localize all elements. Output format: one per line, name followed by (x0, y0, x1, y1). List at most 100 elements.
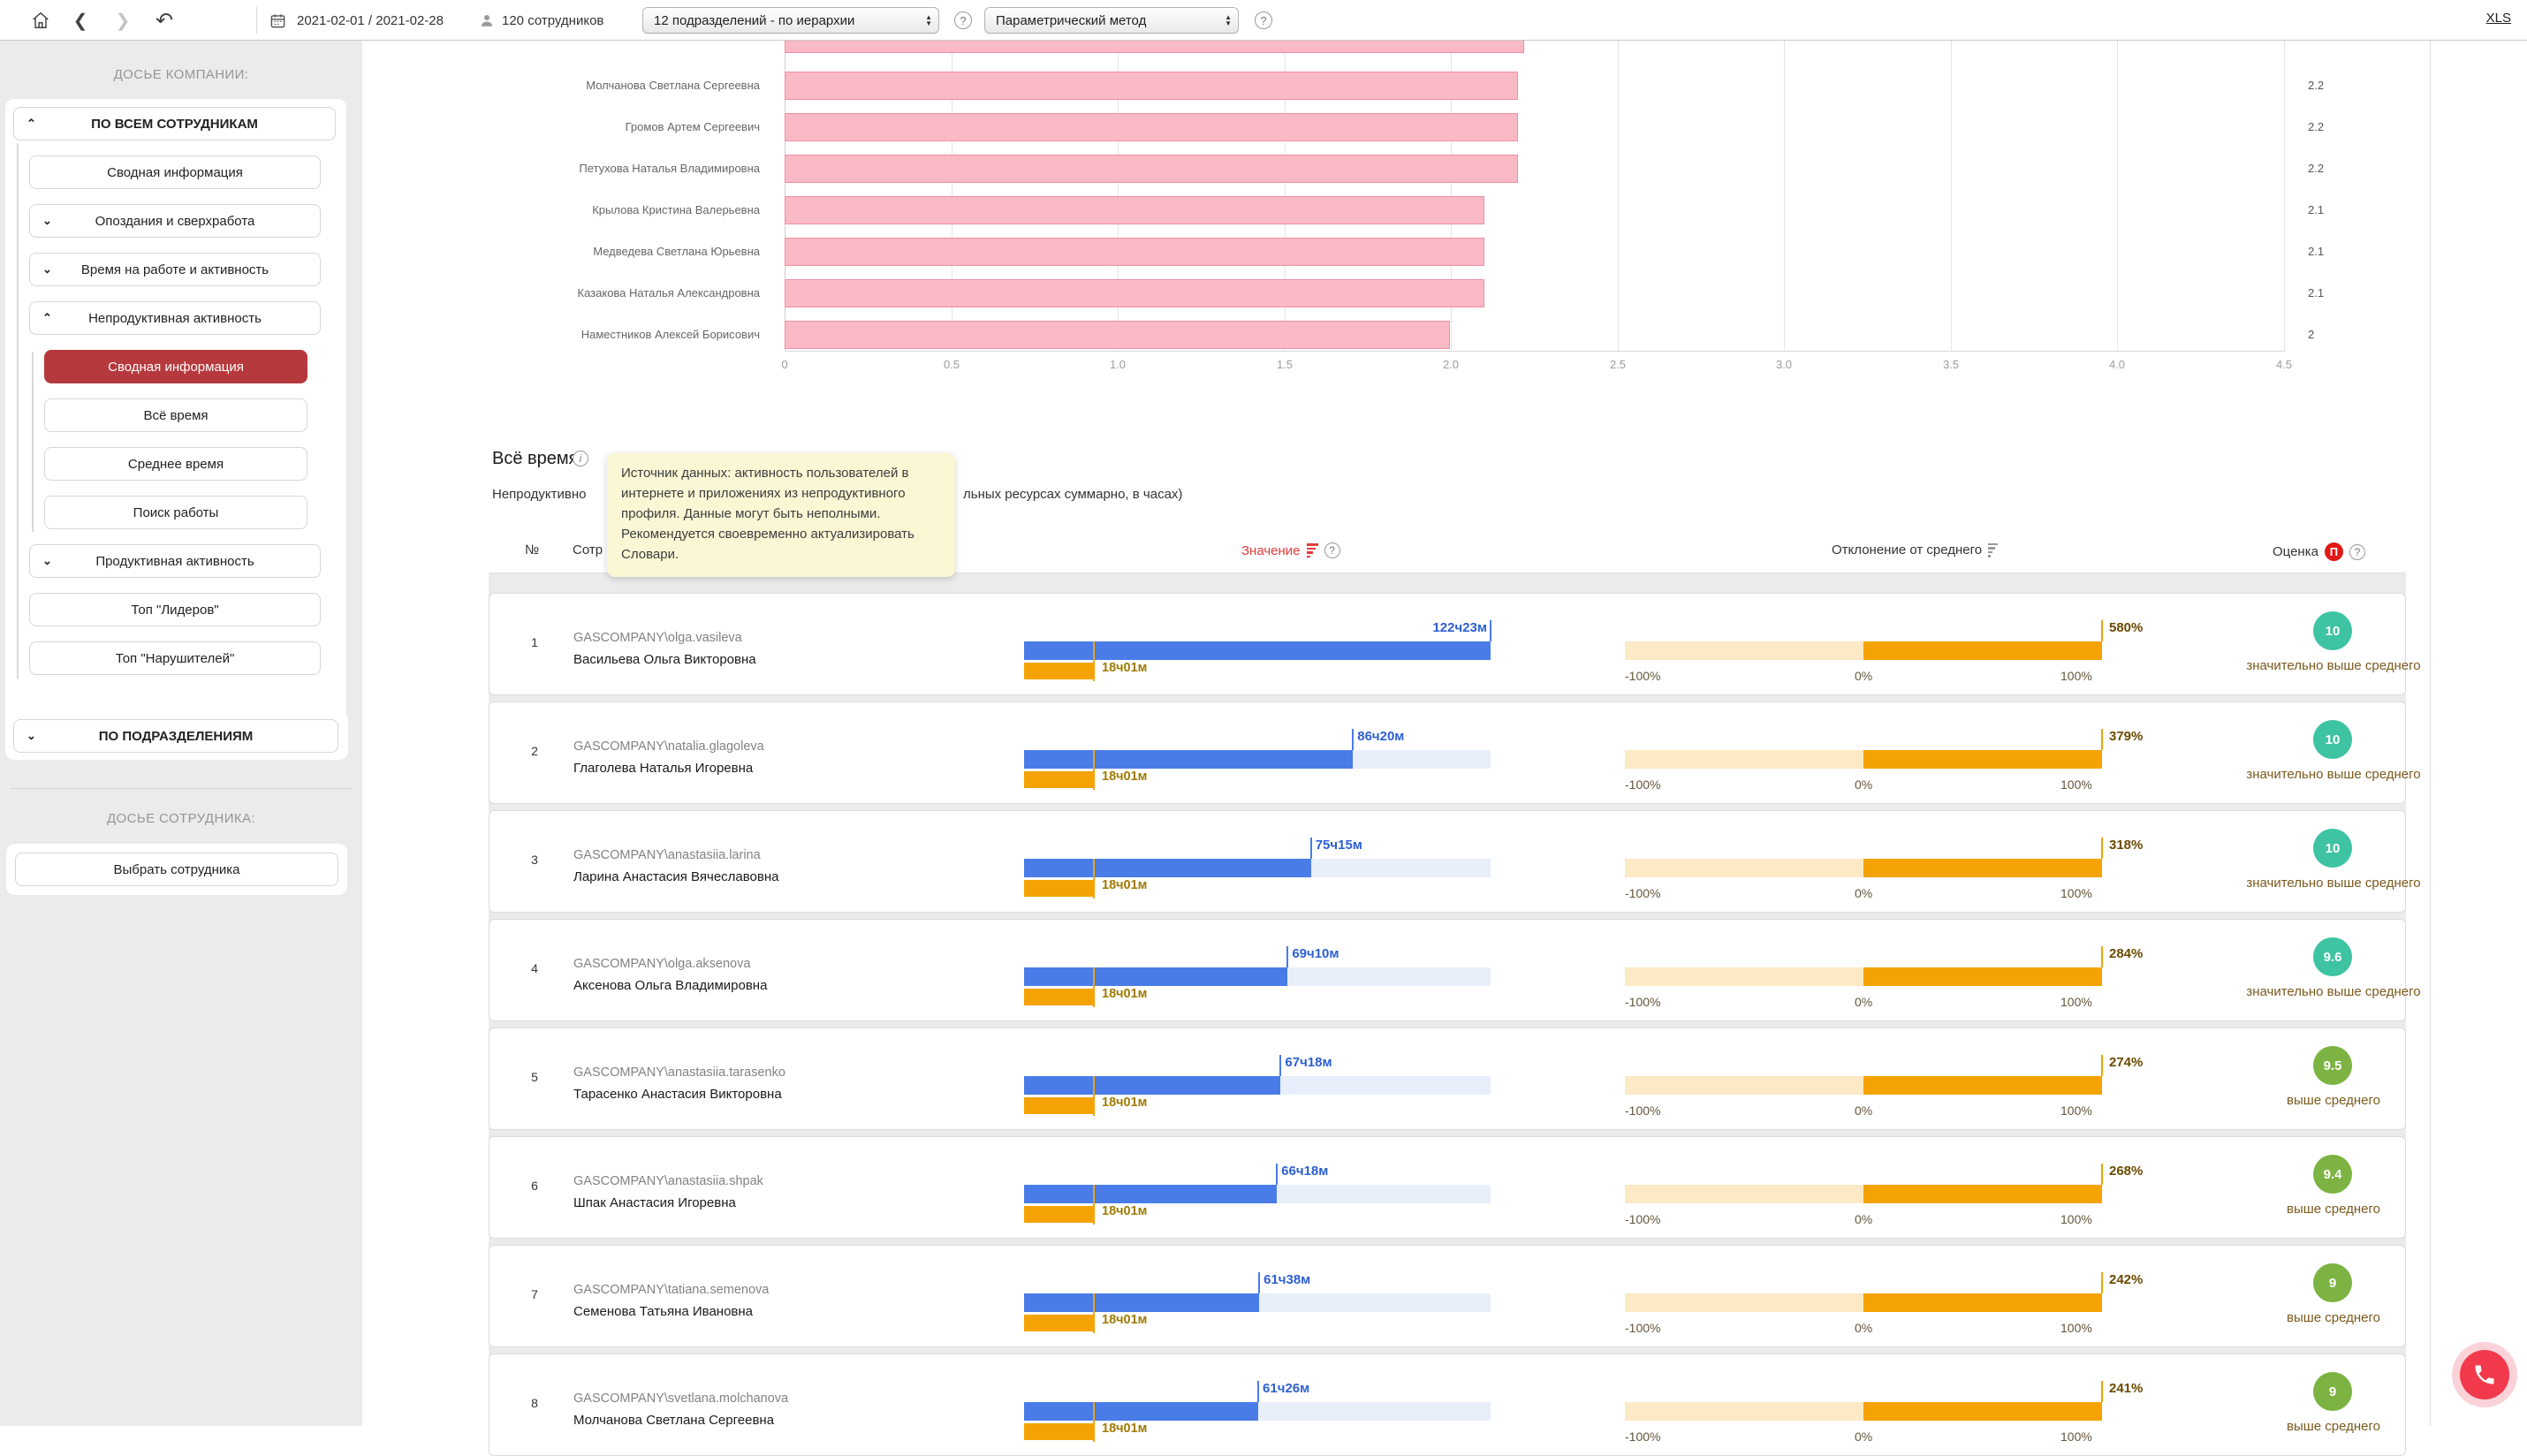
person-icon (475, 0, 498, 41)
score-circle: 10 (2313, 829, 2352, 868)
sidebar-item-unproductive-activity[interactable]: ⌃ Непродуктивная активность (29, 301, 321, 335)
select-employee-button[interactable]: Выбрать сотрудника (15, 853, 338, 886)
xls-export-link[interactable]: XLS (2485, 11, 2511, 26)
score-label: значительно выше среднего (2246, 658, 2421, 673)
average-label: 18ч01м (1102, 1096, 1148, 1110)
sidebar-item-top-leaders[interactable]: Топ "Лидеров" (29, 593, 321, 626)
chart-category-label: Казакова Наталья Александровна (577, 286, 760, 300)
table-row: 6 GASCOMPANY\anastasiia.shpak Шпак Анаст… (489, 1136, 2406, 1239)
x-tick: 4.5 (2275, 358, 2293, 371)
sidebar-item-top-violators[interactable]: Топ "Нарушителей" (29, 641, 321, 675)
row-number: 1 (531, 635, 538, 649)
value-bar (1024, 1402, 1259, 1421)
undo-icon[interactable]: ↶ (155, 8, 174, 33)
row-number: 2 (531, 744, 538, 758)
forward-icon[interactable]: ❯ (115, 11, 131, 31)
average-marker (1092, 1402, 1095, 1442)
x-tick: 3.0 (1775, 358, 1793, 371)
chart-gridline (1951, 41, 1952, 351)
deviation-track (1625, 946, 2103, 986)
department-help-icon[interactable]: ? (954, 11, 972, 29)
method-select-value: Параметрический метод (996, 12, 1147, 28)
average-label: 18ч01м (1102, 1313, 1148, 1327)
section-title: Всё время (492, 449, 579, 468)
deviation-axis-min: -100% (1625, 1212, 1661, 1226)
score-badge-icon: П (2324, 542, 2343, 561)
chart-partial-bar (785, 41, 2284, 53)
chart-gridline (1451, 41, 1452, 351)
value-help-icon[interactable]: ? (1324, 542, 1340, 558)
deviation-track (1625, 1381, 2103, 1421)
deviation-percent: 379% (2109, 729, 2144, 744)
average-marker (1092, 750, 1095, 790)
x-tick: 0.5 (943, 358, 960, 371)
average-bar (1024, 663, 1093, 679)
method-select[interactable]: Параметрический метод ▲ ▼ (984, 7, 1239, 34)
deviation-axis-zero: 0% (1855, 1212, 1873, 1226)
sidebar-item-all-employees[interactable]: ⌃ ПО ВСЕМ СОТРУДНИКАМ (13, 107, 336, 140)
value-bar-track: 122ч23м (1024, 620, 1491, 681)
deviation-axis-min: -100% (1625, 1103, 1661, 1118)
employee-login: GASCOMPANY\olga.aksenova (573, 957, 751, 971)
chevron-down-icon: ⌄ (42, 214, 52, 227)
chart-gridline (1784, 41, 1785, 351)
header-employee: Сотр (573, 542, 603, 557)
back-icon[interactable]: ❮ (72, 11, 88, 31)
deviation-axis-zero: 0% (1855, 1321, 1873, 1335)
deviation-axis-min: -100% (1625, 995, 1661, 1009)
home-icon[interactable] (25, 0, 57, 41)
method-help-icon[interactable]: ? (1255, 11, 1272, 29)
company-dossier-header: ДОСЬЕ КОМПАНИИ: (113, 67, 249, 82)
info-icon[interactable]: i (573, 451, 588, 466)
deviation-percent: 284% (2109, 946, 2144, 961)
deviation-axis-max: 100% (2060, 995, 2092, 1009)
chart-gridline (1285, 41, 1286, 351)
row-number: 4 (531, 961, 538, 975)
chart-bar (785, 238, 1485, 266)
average-label: 18ч01м (1102, 661, 1148, 675)
sidebar-item-average-time[interactable]: Среднее время (44, 447, 307, 481)
deviation-axis-max: 100% (2060, 777, 2092, 792)
value-bar-track: 67ч18м (1024, 1055, 1491, 1116)
calendar-icon[interactable] (265, 0, 290, 41)
sidebar-item-productive-activity[interactable]: ⌄ Продуктивная активность (29, 544, 321, 578)
score-label: выше среднего (2286, 1310, 2380, 1325)
chevron-up-icon: ⌃ (42, 311, 52, 324)
date-range[interactable]: 2021-02-01 / 2021-02-28 (297, 12, 444, 28)
sidebar-item-unproductive-summary-active[interactable]: Сводная информация (44, 350, 307, 383)
sidebar-item-by-departments[interactable]: ⌄ ПО ПОДРАЗДЕЛЕНИЯМ (13, 719, 338, 753)
sidebar-item-summary[interactable]: Сводная информация (29, 155, 321, 189)
score-circle: 9.5 (2313, 1046, 2352, 1085)
value-bar-track: 66ч18м (1024, 1164, 1491, 1225)
score-circle: 10 (2313, 720, 2352, 759)
chart-bar (785, 113, 1518, 141)
employee-login: GASCOMPANY\anastasiia.larina (573, 848, 761, 862)
chart-category-label: Наместников Алексей Борисович (581, 328, 760, 341)
sort-icon[interactable] (1988, 542, 1999, 557)
table-rows-zone: 1 GASCOMPANY\olga.vasileva Васильева Оль… (489, 573, 2421, 1456)
table-row: 2 GASCOMPANY\natalia.glagoleva Глаголева… (489, 701, 2421, 804)
employee-login: GASCOMPANY\tatiana.semenova (573, 1283, 770, 1297)
sidebar-item-lateness-overwork[interactable]: ⌄ Опоздания и сверхработа (29, 204, 321, 238)
value-bar (1024, 1185, 1278, 1203)
sidebar-item-all-time[interactable]: Всё время (44, 398, 307, 432)
data-source-tooltip: Источник данных: активность пользователе… (607, 453, 955, 577)
score-help-icon[interactable]: ? (2349, 543, 2365, 560)
average-label: 18ч01м (1102, 770, 1148, 784)
department-select[interactable]: 12 подразделений - по иерархии ▲ ▼ (642, 7, 939, 34)
chart-row: Молчанова Светлана Сергеевна 2.2 (371, 72, 2430, 100)
value-bar (1024, 967, 1288, 986)
row-number: 6 (531, 1179, 538, 1193)
chart-category-label: Крылова Кристина Валерьевна (592, 203, 760, 216)
header-deviation: Отклонение от среднего (1832, 542, 1999, 557)
chart-gridline (2284, 41, 2285, 351)
x-tick: 1.0 (1109, 358, 1127, 371)
sidebar-item-job-search[interactable]: Поиск работы (44, 496, 307, 529)
average-bar (1024, 1097, 1093, 1114)
deviation-axis-zero: 0% (1855, 886, 1873, 900)
deviation-percent: 580% (2109, 620, 2144, 635)
sort-desc-icon[interactable] (1306, 543, 1318, 557)
call-button[interactable] (2460, 1350, 2509, 1399)
deviation-axis-min: -100% (1625, 1429, 1661, 1444)
sidebar-item-worktime-activity[interactable]: ⌄ Время на работе и активность (29, 253, 321, 286)
